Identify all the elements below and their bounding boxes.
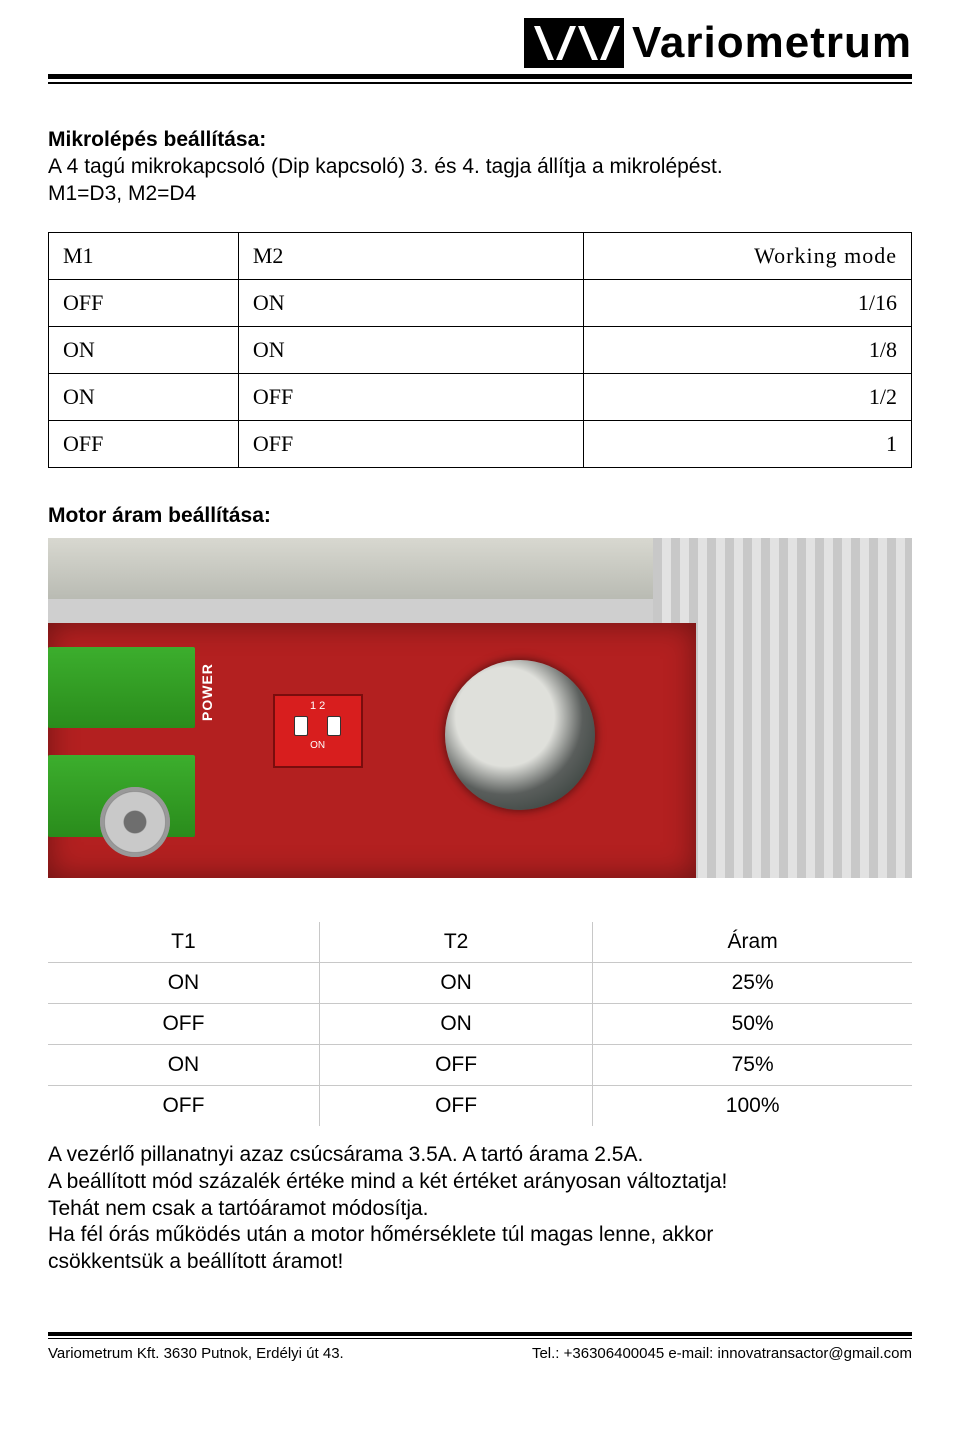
current-table: T1 T2 Áram ON ON 25% OFF ON 50% ON OFF 7… (48, 922, 912, 1126)
dip-switch: 1 2 ON (273, 694, 363, 768)
brand-mark-icon (524, 18, 624, 68)
brand-logo: Variometrum (524, 18, 912, 68)
cell: OFF (49, 279, 239, 326)
th-t1: T1 (48, 922, 319, 963)
microstep-table: M1 M2 Working mode OFF ON 1/16 ON ON 1/8… (48, 232, 912, 468)
cell: 1/8 (584, 326, 912, 373)
cell: OFF (319, 1044, 592, 1085)
table-row: ON ON 1/8 (49, 326, 912, 373)
cell: OFF (49, 420, 239, 467)
terminal-connector (48, 647, 195, 729)
table-row: T1 T2 Áram (48, 922, 912, 963)
th-m1: M1 (49, 232, 239, 279)
cell: ON (319, 962, 592, 1003)
cell: 50% (593, 1003, 912, 1044)
header-rule (48, 74, 912, 84)
cell: OFF (238, 373, 583, 420)
cell: ON (49, 373, 239, 420)
logo-row: Variometrum (48, 18, 912, 68)
cell: ON (48, 962, 319, 1003)
microstep-line1: A 4 tagú mikrokapcsoló (Dip kapcsoló) 3.… (48, 154, 912, 181)
cell: 25% (593, 962, 912, 1003)
mount-hole (100, 787, 170, 857)
footer-rule (48, 1332, 912, 1340)
table-row: M1 M2 Working mode (49, 232, 912, 279)
cell: OFF (48, 1085, 319, 1126)
cell: OFF (319, 1085, 592, 1126)
th-t2: T2 (319, 922, 592, 963)
capacitor (445, 660, 595, 810)
cell: 1/2 (584, 373, 912, 420)
cell: ON (48, 1044, 319, 1085)
dip-numbers: 1 2 (275, 700, 361, 712)
table-row: OFF OFF 1 (49, 420, 912, 467)
cell: ON (238, 326, 583, 373)
brand-name: Variometrum (632, 18, 912, 68)
pcb-photo: POWER 1 2 ON (48, 538, 912, 878)
microstep-line2: M1=D3, M2=D4 (48, 181, 912, 208)
table-row: OFF OFF 100% (48, 1085, 912, 1126)
footer-right: Tel.: +36306400045 e-mail: innovatransac… (532, 1345, 912, 1362)
table-row: OFF ON 50% (48, 1003, 912, 1044)
dip-on-label: ON (275, 740, 361, 751)
cell: ON (49, 326, 239, 373)
cell: OFF (48, 1003, 319, 1044)
section-title-microstep: Mikrolépés beállítása: (48, 128, 912, 152)
current-paragraph: A vezérlő pillanatnyi azaz csúcsárama 3.… (48, 1142, 912, 1276)
power-label: POWER (199, 663, 215, 721)
table-row: ON OFF 1/2 (49, 373, 912, 420)
pcb-top-band (48, 538, 696, 599)
section-microstep: Mikrolépés beállítása: A 4 tagú mikrokap… (48, 128, 912, 208)
table-row: ON OFF 75% (48, 1044, 912, 1085)
table-row: OFF ON 1/16 (49, 279, 912, 326)
cell: 100% (593, 1085, 912, 1126)
cell: ON (319, 1003, 592, 1044)
page-footer: Variometrum Kft. 3630 Putnok, Erdélyi út… (48, 1332, 912, 1381)
para-line: Ha fél órás működés után a motor hőmérsé… (48, 1222, 912, 1249)
cell: 1/16 (584, 279, 912, 326)
page-header: Variometrum (48, 0, 912, 90)
cell: 75% (593, 1044, 912, 1085)
footer-left: Variometrum Kft. 3630 Putnok, Erdélyi út… (48, 1345, 344, 1362)
section-title-current: Motor áram beállítása: (48, 504, 912, 528)
th-mode: Working mode (584, 232, 912, 279)
cell: 1 (584, 420, 912, 467)
cell: OFF (238, 420, 583, 467)
para-line: A vezérlő pillanatnyi azaz csúcsárama 3.… (48, 1142, 912, 1169)
para-line: Tehát nem csak a tartóáramot módosítja. (48, 1196, 912, 1223)
cell: ON (238, 279, 583, 326)
para-line: A beállított mód százalék értéke mind a … (48, 1169, 912, 1196)
th-current: Áram (593, 922, 912, 963)
table-row: ON ON 25% (48, 962, 912, 1003)
th-m2: M2 (238, 232, 583, 279)
para-line: csökkentsük a beállított áramot! (48, 1249, 912, 1276)
